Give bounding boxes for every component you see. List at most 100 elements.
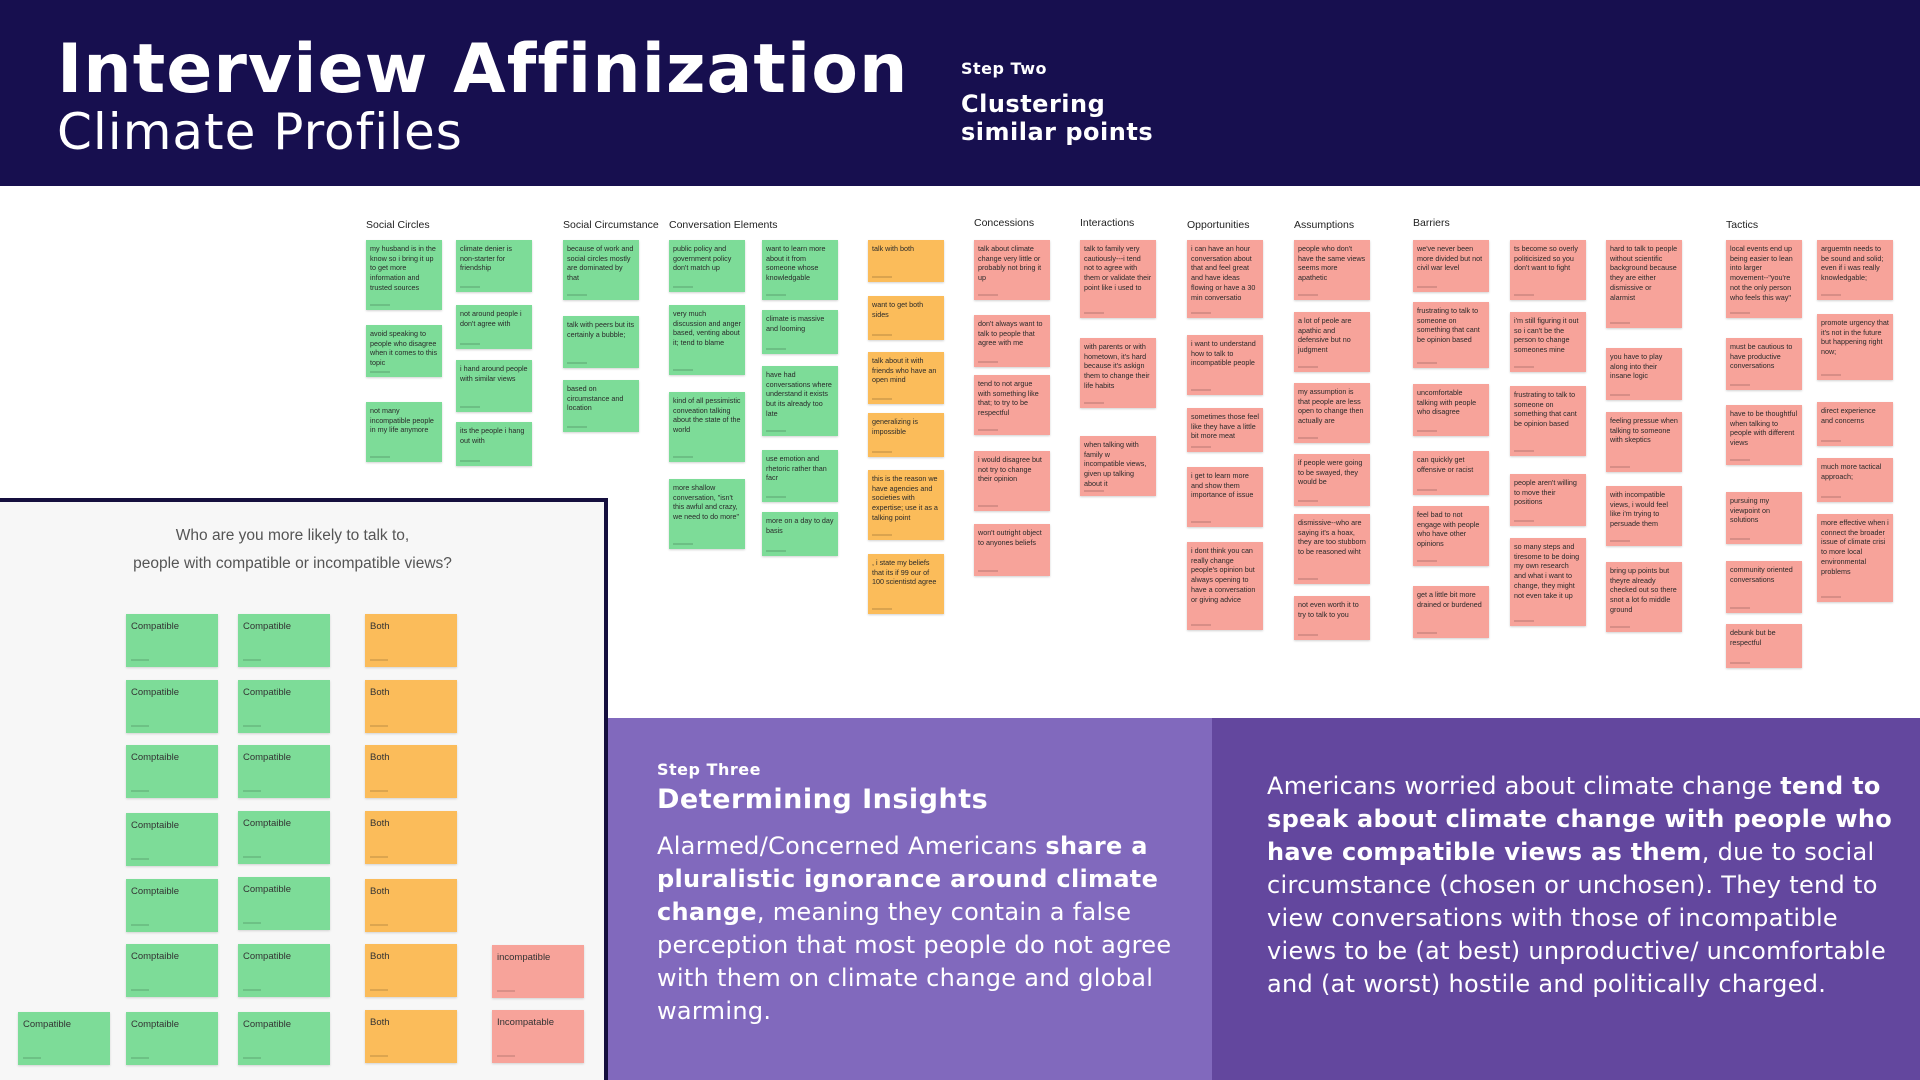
sticky-note[interactable]: not around people i don't agree with: [456, 305, 532, 349]
sticky-note[interactable]: sometimes those feel like they have a li…: [1187, 408, 1263, 452]
sticky-note[interactable]: use emotion and rhetoric rather than fac…: [762, 450, 838, 502]
poll-question-line1: Who are you more likely to talk to,: [175, 527, 410, 544]
sticky-note[interactable]: more on a day to day basis: [762, 512, 838, 556]
sticky-note[interactable]: have to be thoughtful when talking to pe…: [1726, 405, 1802, 465]
sticky-note[interactable]: much more tactical approach;: [1817, 458, 1893, 502]
sticky-note[interactable]: you have to play along into their insane…: [1606, 348, 1682, 400]
poll-note-incompatible[interactable]: Incompatable: [492, 1010, 584, 1063]
sticky-note[interactable]: this is the reason we have agencies and …: [868, 470, 944, 540]
sticky-note[interactable]: with parents or with hometown, it's hard…: [1080, 338, 1156, 408]
poll-note-compatible[interactable]: Compatible: [18, 1012, 110, 1065]
sticky-note[interactable]: feel bad to not engage with people who h…: [1413, 506, 1489, 566]
sticky-note[interactable]: because of work and social circles mostl…: [563, 240, 639, 300]
sticky-note[interactable]: with incompatible views, i would feel li…: [1606, 486, 1682, 546]
poll-note-compatible[interactable]: Compatible: [126, 680, 218, 733]
sticky-note[interactable]: avoid speaking to people who disagree wh…: [366, 325, 442, 377]
sticky-note[interactable]: climate is massive and looming: [762, 310, 838, 354]
sticky-note[interactable]: ts become so overly politicisized so you…: [1510, 240, 1586, 300]
sticky-note[interactable]: bring up points but theyre already check…: [1606, 562, 1682, 632]
poll-note-compatible[interactable]: Comptaible: [238, 811, 330, 864]
poll-note-incompatible[interactable]: incompatible: [492, 945, 584, 998]
poll-note-compatible[interactable]: Compatible: [126, 614, 218, 667]
poll-note-both[interactable]: Both: [365, 944, 457, 997]
poll-note-compatible[interactable]: Compatible: [238, 944, 330, 997]
sticky-note[interactable]: have had conversations where understand …: [762, 366, 838, 436]
sticky-note[interactable]: talk about climate change very little or…: [974, 240, 1050, 300]
sticky-note[interactable]: i get to learn more and show them import…: [1187, 467, 1263, 527]
page-subtitle: Climate Profiles: [57, 103, 463, 161]
sticky-note[interactable]: uncomfortable talking with people who di…: [1413, 384, 1489, 436]
sticky-note[interactable]: i can have an hour conversation about th…: [1187, 240, 1263, 318]
sticky-note[interactable]: promote urgency that it's not in the fut…: [1817, 314, 1893, 380]
sticky-note[interactable]: frustrating to talk to someone on someth…: [1510, 386, 1586, 456]
sticky-note[interactable]: talk to family very cautiously---i tend …: [1080, 240, 1156, 318]
sticky-note[interactable]: based on circumstance and location: [563, 380, 639, 432]
sticky-note[interactable]: won't outright object to anyones beliefs: [974, 524, 1050, 576]
poll-note-both[interactable]: Both: [365, 614, 457, 667]
sticky-note[interactable]: if people were going to be swayed, they …: [1294, 454, 1370, 506]
sticky-note[interactable]: local events end up being easier to lean…: [1726, 240, 1802, 318]
sticky-note[interactable]: a lot of peole are apathic and defensive…: [1294, 312, 1370, 372]
sticky-note[interactable]: want to get both sides: [868, 296, 944, 340]
sticky-note[interactable]: more shallow conversation, "isn't this a…: [669, 479, 745, 549]
sticky-note[interactable]: i would disagree but not try to change t…: [974, 451, 1050, 511]
sticky-note[interactable]: i dont think you can really change peopl…: [1187, 542, 1263, 630]
sticky-note[interactable]: my husband is in the know so i bring it …: [366, 240, 442, 310]
sticky-note[interactable]: very much discussion and anger based, ve…: [669, 305, 745, 375]
poll-note-both[interactable]: Both: [365, 1010, 457, 1063]
sticky-note[interactable]: can quickly get offensive or racist: [1413, 451, 1489, 495]
poll-note-both[interactable]: Both: [365, 811, 457, 864]
poll-note-compatible[interactable]: Compatible: [238, 1012, 330, 1065]
poll-note-compatible[interactable]: Comptaible: [126, 879, 218, 932]
poll-note-compatible[interactable]: Comptaible: [126, 813, 218, 866]
poll-note-compatible[interactable]: Comptaible: [126, 944, 218, 997]
sticky-note[interactable]: i want to understand how to talk to inco…: [1187, 335, 1263, 395]
sticky-note[interactable]: talk about it with friends who have an o…: [868, 352, 944, 404]
sticky-note[interactable]: my assumption is that people are less op…: [1294, 383, 1370, 443]
sticky-note[interactable]: talk with peers but its certainly a bubb…: [563, 316, 639, 368]
sticky-note[interactable]: its the people i hang out with: [456, 422, 532, 466]
poll-note-both[interactable]: Both: [365, 745, 457, 798]
insight-body: Americans worried about climate change t…: [1267, 770, 1902, 1001]
sticky-note[interactable]: climate denier is non-starter for friend…: [456, 240, 532, 292]
sticky-note[interactable]: dismissive--who are saying it's a hoax, …: [1294, 514, 1370, 584]
sticky-note[interactable]: feeling pressue when talking to someone …: [1606, 412, 1682, 472]
step-three-panel: Step Three Determining Insights Alarmed/…: [608, 718, 1212, 1080]
sticky-note[interactable]: people who don't have the same views see…: [1294, 240, 1370, 300]
poll-note-compatible[interactable]: Compatible: [238, 877, 330, 930]
category-label: Interactions: [1080, 217, 1135, 229]
sticky-note[interactable]: want to learn more about it from someone…: [762, 240, 838, 300]
sticky-note[interactable]: community oriented conversations: [1726, 561, 1802, 613]
poll-note-compatible[interactable]: Compatible: [238, 680, 330, 733]
sticky-note[interactable]: , i state my beliefs that its if 99 our …: [868, 554, 944, 614]
sticky-note[interactable]: hard to talk to people without scientifi…: [1606, 240, 1682, 328]
poll-note-compatible[interactable]: Compatible: [238, 614, 330, 667]
sticky-note[interactable]: when talking with family w incompatible …: [1080, 436, 1156, 496]
poll-note-compatible[interactable]: Compatible: [238, 745, 330, 798]
sticky-note[interactable]: talk with both: [868, 240, 944, 282]
sticky-note[interactable]: must be cautious to have productive conv…: [1726, 338, 1802, 390]
sticky-note[interactable]: debunk but be respectful: [1726, 624, 1802, 668]
sticky-note[interactable]: not many incompatible people in my life …: [366, 402, 442, 462]
sticky-note[interactable]: public policy and government policy don'…: [669, 240, 745, 292]
sticky-note[interactable]: people aren't willing to move their posi…: [1510, 474, 1586, 526]
sticky-note[interactable]: pursuing my viewpoint on solutions: [1726, 492, 1802, 544]
sticky-note[interactable]: get a little bit more drained or burdene…: [1413, 586, 1489, 638]
sticky-note[interactable]: kind of all pessimistic conveation talki…: [669, 392, 745, 462]
sticky-note[interactable]: arguemtn needs to be sound and solid; ev…: [1817, 240, 1893, 300]
sticky-note[interactable]: generalizing is impossible: [868, 413, 944, 457]
poll-note-compatible[interactable]: Comptaible: [126, 1012, 218, 1065]
sticky-note[interactable]: tend to not argue with something like th…: [974, 375, 1050, 435]
sticky-note[interactable]: so many steps and tiresome to be doing m…: [1510, 538, 1586, 626]
sticky-note[interactable]: don't always want to talk to people that…: [974, 315, 1050, 367]
sticky-note[interactable]: direct experience and concerns: [1817, 402, 1893, 446]
sticky-note[interactable]: more effective when i connect the broade…: [1817, 514, 1893, 602]
sticky-note[interactable]: i hand around people with similar views: [456, 360, 532, 412]
poll-note-both[interactable]: Both: [365, 879, 457, 932]
sticky-note[interactable]: we've never been more divided but not ci…: [1413, 240, 1489, 292]
poll-note-compatible[interactable]: Comptaible: [126, 745, 218, 798]
sticky-note[interactable]: frustrating to talk to someone on someth…: [1413, 302, 1489, 368]
sticky-note[interactable]: i'm still figuring it out so i can't be …: [1510, 312, 1586, 372]
sticky-note[interactable]: not even worth it to try to talk to you: [1294, 596, 1370, 640]
poll-note-both[interactable]: Both: [365, 680, 457, 733]
